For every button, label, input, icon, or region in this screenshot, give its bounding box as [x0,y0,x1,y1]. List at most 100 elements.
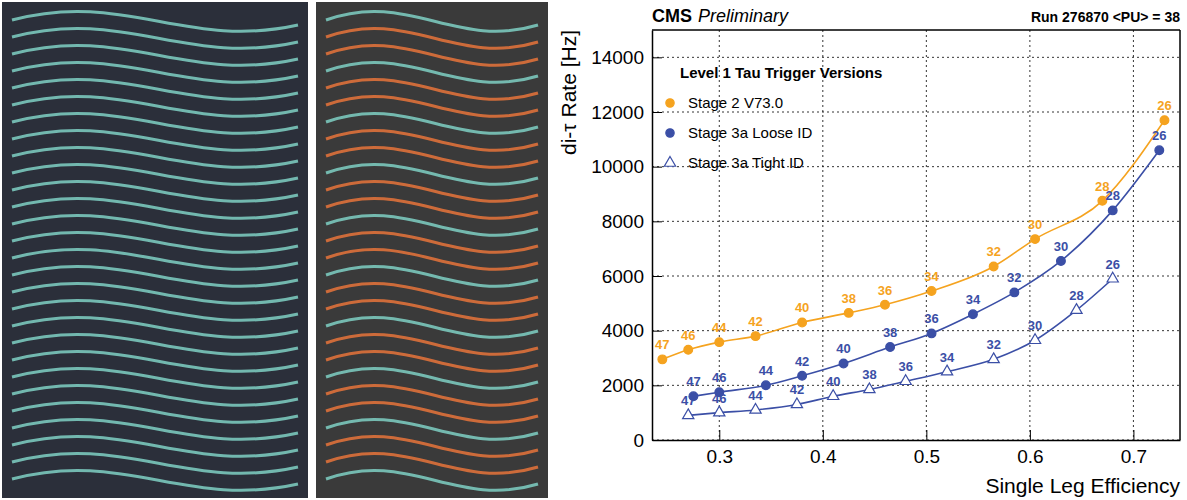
chart: 0.30.40.50.60.70200040006000800010000120… [557,6,1181,497]
point-label: 40 [836,341,850,356]
marker [900,375,911,385]
grid-line-y [652,440,1180,441]
series-line [662,120,1164,359]
x-tick-label: 0.7 [1121,446,1147,467]
y-tick-label: 10000 [591,156,644,177]
point-label: 42 [748,314,762,329]
x-tick-mark [1133,430,1134,440]
cable [326,470,538,490]
marker [658,355,667,364]
point-label: 26 [1105,257,1119,272]
y-tick: 10000 [591,156,662,177]
x-tick: 0.5 [914,430,940,467]
y-tick-mark [652,276,662,277]
y-tick: 8000 [602,211,662,232]
marker [683,409,694,419]
point-label: 30 [1028,217,1042,232]
point-label: 26 [1157,98,1171,113]
grid-line-y [652,276,1180,277]
x-tick-label: 0.5 [914,446,940,467]
x-tick-label: 0.3 [707,446,733,467]
title: CMS [652,6,692,26]
point-label: 32 [986,337,1000,352]
point-label: 38 [841,291,855,306]
y-tick: 6000 [602,266,662,287]
grid-line-y [652,385,1180,386]
point-label: 47 [655,337,669,352]
legend: Level 1 Tau Trigger VersionsStage 2 V73.… [664,64,882,171]
grid [652,30,1180,440]
series-line [693,150,1159,396]
legend-marker [666,129,674,137]
y-tick-mark [652,167,662,168]
marker [1031,235,1040,244]
grid-line-x [1133,30,1134,440]
y-tick-mark [652,440,662,441]
point-label: 30 [1054,239,1068,254]
point-label: 46 [681,328,695,343]
photo-background [2,2,308,498]
x-axis-line [653,440,1181,442]
marker [762,381,771,390]
marker [1029,334,1040,344]
point-label: 47 [681,393,695,408]
legend-label: Stage 3a Loose ID [688,124,812,141]
grid-line-y [652,112,1180,113]
marker [969,310,978,319]
x-axis-title: Single Leg Efficiency [985,474,1180,497]
marker [1057,257,1066,266]
y-tick-mark [652,57,662,58]
point-label: 40 [826,374,840,389]
marker [714,406,725,416]
point-label: 36 [898,359,912,374]
marker [798,318,807,327]
grid-line-x [926,30,927,440]
marker [791,398,802,408]
point-label: 38 [862,367,876,382]
y-tick: 0 [633,430,662,451]
series-line [688,279,1112,416]
plot-background [652,30,1180,440]
marker [1107,272,1118,282]
y-tick-label: 4000 [602,320,644,341]
legend-marker [664,156,675,166]
y-tick-label: 12000 [591,102,644,123]
point-labels: 4746444240383634323028264746444240383634… [655,98,1172,408]
x-tick-mark [1030,430,1031,440]
x-tick-mark [823,430,824,440]
point-label: 47 [686,374,700,389]
marker [1155,146,1164,155]
marker [839,359,848,368]
point-label: 44 [748,388,763,403]
point-label: 32 [1007,270,1021,285]
marker [881,300,890,309]
y-tick: 2000 [602,375,662,396]
y-tick-mark [652,385,662,386]
x-tick-mark [719,430,720,440]
marker [798,371,807,380]
y-tick-label: 2000 [602,375,644,396]
marker [864,383,875,393]
x-tick: 0.6 [1017,430,1043,467]
x-axis: 0.30.40.50.60.7 [653,430,1181,467]
point-label: 40 [795,300,809,315]
y-axis-line [652,31,654,441]
point-label: 34 [966,292,981,307]
marker [751,332,760,341]
marker [715,338,724,347]
point-label: 36 [878,283,892,298]
point-label: 46 [712,391,726,406]
point-label: 28 [1069,288,1083,303]
marker [989,262,998,271]
point-label: 36 [924,311,938,326]
subtitle: Preliminary [698,6,789,26]
photo [2,2,308,498]
marker [844,309,853,318]
y-tick: 4000 [602,320,662,341]
grid-line-y [652,221,1180,222]
frame-top [652,29,1180,31]
y-tick-mark [652,331,662,332]
marker [886,343,895,352]
marker [927,329,936,338]
y-tick-label: 6000 [602,266,644,287]
